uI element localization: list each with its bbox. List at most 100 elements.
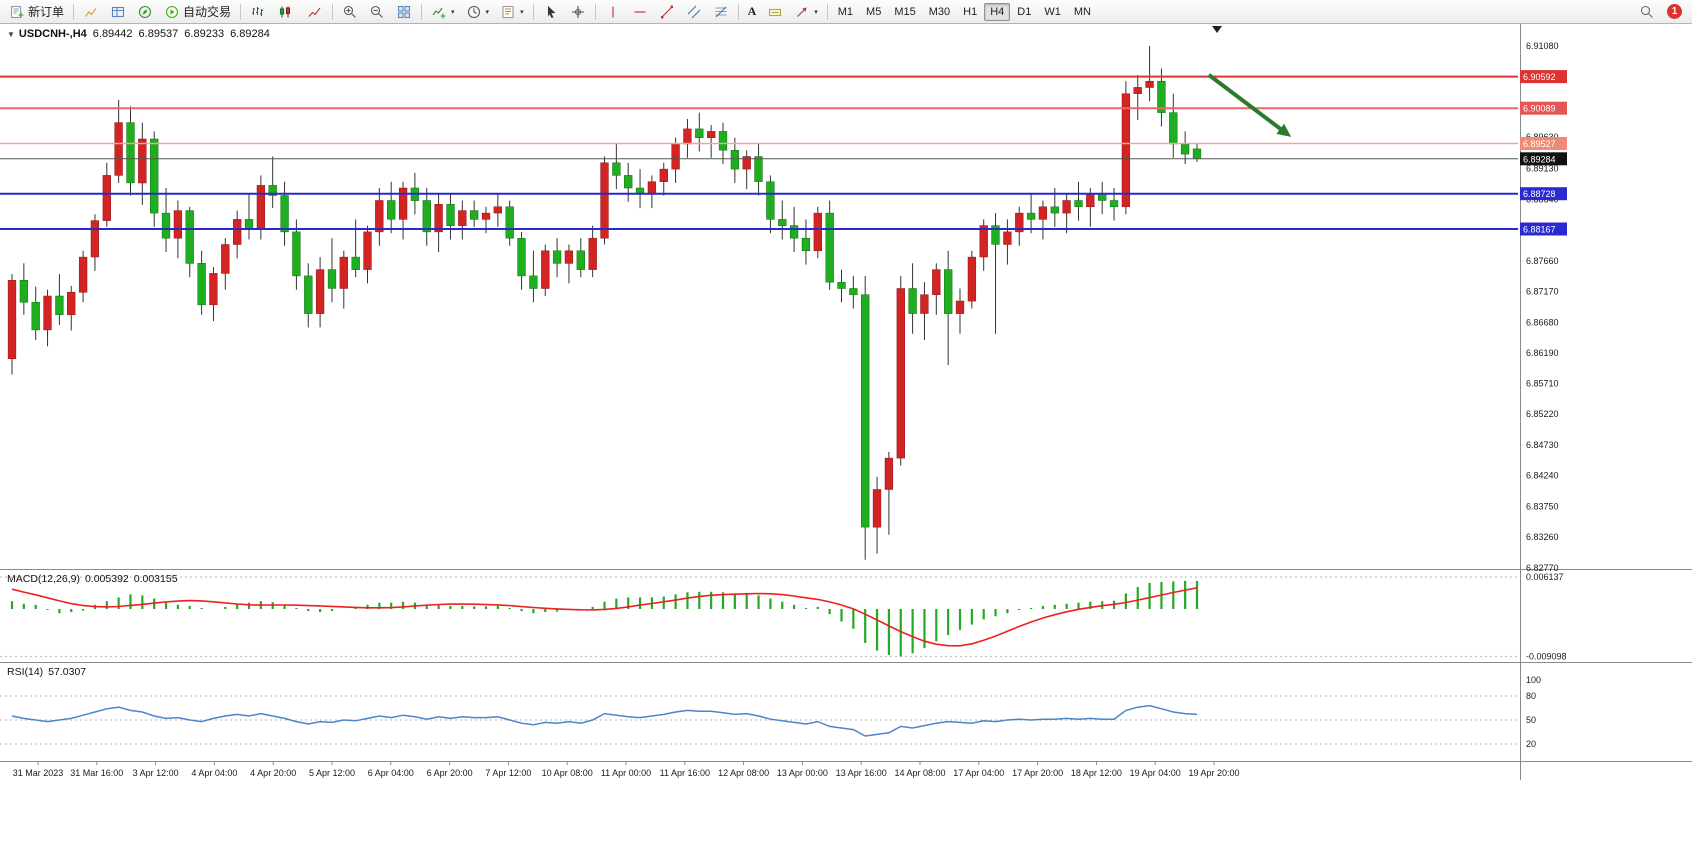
bar-chart-icon xyxy=(252,6,264,16)
toolbar: 新订单 自动交易 xyxy=(0,0,1692,24)
indicators-icon xyxy=(432,7,446,18)
timeframe-w1-button[interactable]: W1 xyxy=(1038,3,1067,21)
time-axis-label: 5 Apr 12:00 xyxy=(309,768,355,778)
toolbar-separator xyxy=(332,3,334,20)
vertical-line-button[interactable] xyxy=(600,2,626,22)
toolbar-separator xyxy=(73,3,75,20)
time-axis-label: 7 Apr 12:00 xyxy=(485,768,531,778)
time-axis-label: 17 Apr 20:00 xyxy=(1012,768,1063,778)
time-axis-label: 4 Apr 04:00 xyxy=(191,768,237,778)
autotrade-button[interactable]: 自动交易 xyxy=(159,2,236,22)
toolbar-separator xyxy=(826,3,828,20)
market-watch-button[interactable] xyxy=(78,2,104,22)
dropdown-caret-icon: ▾ xyxy=(520,8,524,16)
zoom-in-button[interactable] xyxy=(337,2,363,22)
trendline-button[interactable] xyxy=(654,2,680,22)
macd-histogram xyxy=(10,580,1199,657)
macd-name: MACD(12,26,9) xyxy=(7,573,80,585)
time-axis-label: 19 Apr 20:00 xyxy=(1188,768,1239,778)
timeframe-d1-button[interactable]: D1 xyxy=(1011,3,1037,21)
rsi-value: 57.0307 xyxy=(48,666,87,678)
time-axis-label: 14 Apr 08:00 xyxy=(894,768,945,778)
svg-text:6.89527: 6.89527 xyxy=(1523,139,1556,149)
periods-button[interactable]: ▾ xyxy=(461,2,495,22)
text-tool-icon: A xyxy=(747,4,757,18)
timeframe-h1-button[interactable]: H1 xyxy=(957,3,983,21)
price-tick-label: 6.86680 xyxy=(1526,317,1559,327)
resistance-line-1-badge: 6.90592 xyxy=(1520,70,1567,84)
macd-signal-line xyxy=(11,587,1198,647)
horizontal-line-button[interactable] xyxy=(627,2,653,22)
low-value: 6.89233 xyxy=(184,28,225,40)
trend-arrow-head xyxy=(1276,123,1292,137)
crosshair-button[interactable] xyxy=(565,2,591,22)
trend-arrow-annotation[interactable] xyxy=(1207,73,1282,131)
time-axis-label: 13 Apr 00:00 xyxy=(777,768,828,778)
price-tick-label: 6.87660 xyxy=(1526,256,1559,266)
timeframe-m30-button[interactable]: M30 xyxy=(923,3,956,21)
text-label-button[interactable] xyxy=(762,2,788,22)
time-axis-label: 6 Apr 20:00 xyxy=(427,768,473,778)
price-tick-label: 6.83750 xyxy=(1526,501,1559,511)
price-tick-label: 6.84730 xyxy=(1526,440,1559,450)
dropdown-caret-icon: ▾ xyxy=(451,8,455,16)
fibonacci-button[interactable] xyxy=(708,2,734,22)
arrows-tool-button[interactable]: ▾ xyxy=(789,2,823,22)
time-axis-label: 18 Apr 12:00 xyxy=(1071,768,1122,778)
ask-price-line-badge: 6.89527 xyxy=(1520,137,1567,150)
data-window-button[interactable] xyxy=(105,2,131,22)
text-label-icon xyxy=(769,8,782,16)
search-button[interactable] xyxy=(1634,2,1660,22)
time-axis-label: 3 Apr 12:00 xyxy=(133,768,179,778)
notification-badge[interactable]: 1 xyxy=(1667,4,1682,19)
price-tick-label: 6.87170 xyxy=(1526,287,1559,297)
line-chart-button[interactable] xyxy=(299,2,328,22)
templates-button[interactable]: ▾ xyxy=(495,2,529,22)
search-icon xyxy=(1640,5,1653,18)
time-axis-label: 31 Mar 16:00 xyxy=(70,768,123,778)
svg-text:6.89284: 6.89284 xyxy=(1523,154,1556,164)
symbol-label: USDCNH-,H4 xyxy=(18,28,87,40)
time-axis-label: 12 Apr 08:00 xyxy=(718,768,769,778)
text-tool-button[interactable]: A xyxy=(743,2,762,22)
candlestick-chart-button[interactable] xyxy=(272,2,298,22)
price-tick-label: 6.83260 xyxy=(1526,532,1559,542)
tile-windows-button[interactable] xyxy=(391,2,417,22)
zoom-out-button[interactable] xyxy=(364,2,390,22)
one-click-trading-toggle-icon[interactable]: ▼ xyxy=(7,30,15,39)
price-tick-label: 6.86190 xyxy=(1526,348,1559,358)
time-axis-label: 11 Apr 16:00 xyxy=(660,768,710,778)
templates-icon xyxy=(502,5,514,18)
chart-canvas[interactable]: 6.910806.896306.891306.886406.876606.871… xyxy=(0,24,1692,849)
toolbar-separator xyxy=(240,3,242,20)
bar-chart-button[interactable] xyxy=(245,2,271,22)
new-order-button[interactable]: 新订单 xyxy=(4,2,69,22)
time-axis-label: 13 Apr 16:00 xyxy=(836,768,887,778)
zoom-in-icon xyxy=(343,5,356,18)
new-order-label: 新订单 xyxy=(28,5,65,19)
rsi-name: RSI(14) xyxy=(7,666,44,678)
channel-button[interactable] xyxy=(681,2,707,22)
rsi-axis-label: 50 xyxy=(1526,715,1536,725)
navigator-button[interactable] xyxy=(132,2,158,22)
price-tick-label: 6.89130 xyxy=(1526,164,1559,174)
timeframe-m1-button[interactable]: M1 xyxy=(832,3,859,21)
timeframe-m5-button[interactable]: M5 xyxy=(860,3,887,21)
chart-shift-marker[interactable] xyxy=(1212,26,1222,33)
macd-main-value: 0.005392 xyxy=(84,573,129,585)
macd-axis-label: 0.006137 xyxy=(1526,572,1564,582)
periods-clock-icon xyxy=(467,5,480,18)
dropdown-caret-icon: ▾ xyxy=(814,8,818,16)
data-window-icon xyxy=(111,6,125,17)
support-line-2-badge: 6.88167 xyxy=(1520,222,1567,236)
timeframe-m15-button[interactable]: M15 xyxy=(888,3,921,21)
timeframe-h4-button[interactable]: H4 xyxy=(984,2,1011,21)
toolbar-separator xyxy=(737,3,739,20)
bid-price-line-badge: 6.89284 xyxy=(1520,152,1567,166)
svg-text:6.88728: 6.88728 xyxy=(1523,189,1556,199)
macd-indicator-label: MACD(12,26,9) 0.005392 0.003155 xyxy=(7,573,178,585)
cursor-button[interactable] xyxy=(538,2,564,22)
svg-text:6.90089: 6.90089 xyxy=(1523,104,1556,114)
timeframe-mn-button[interactable]: MN xyxy=(1068,3,1097,21)
indicators-button[interactable]: ▾ xyxy=(426,2,460,22)
